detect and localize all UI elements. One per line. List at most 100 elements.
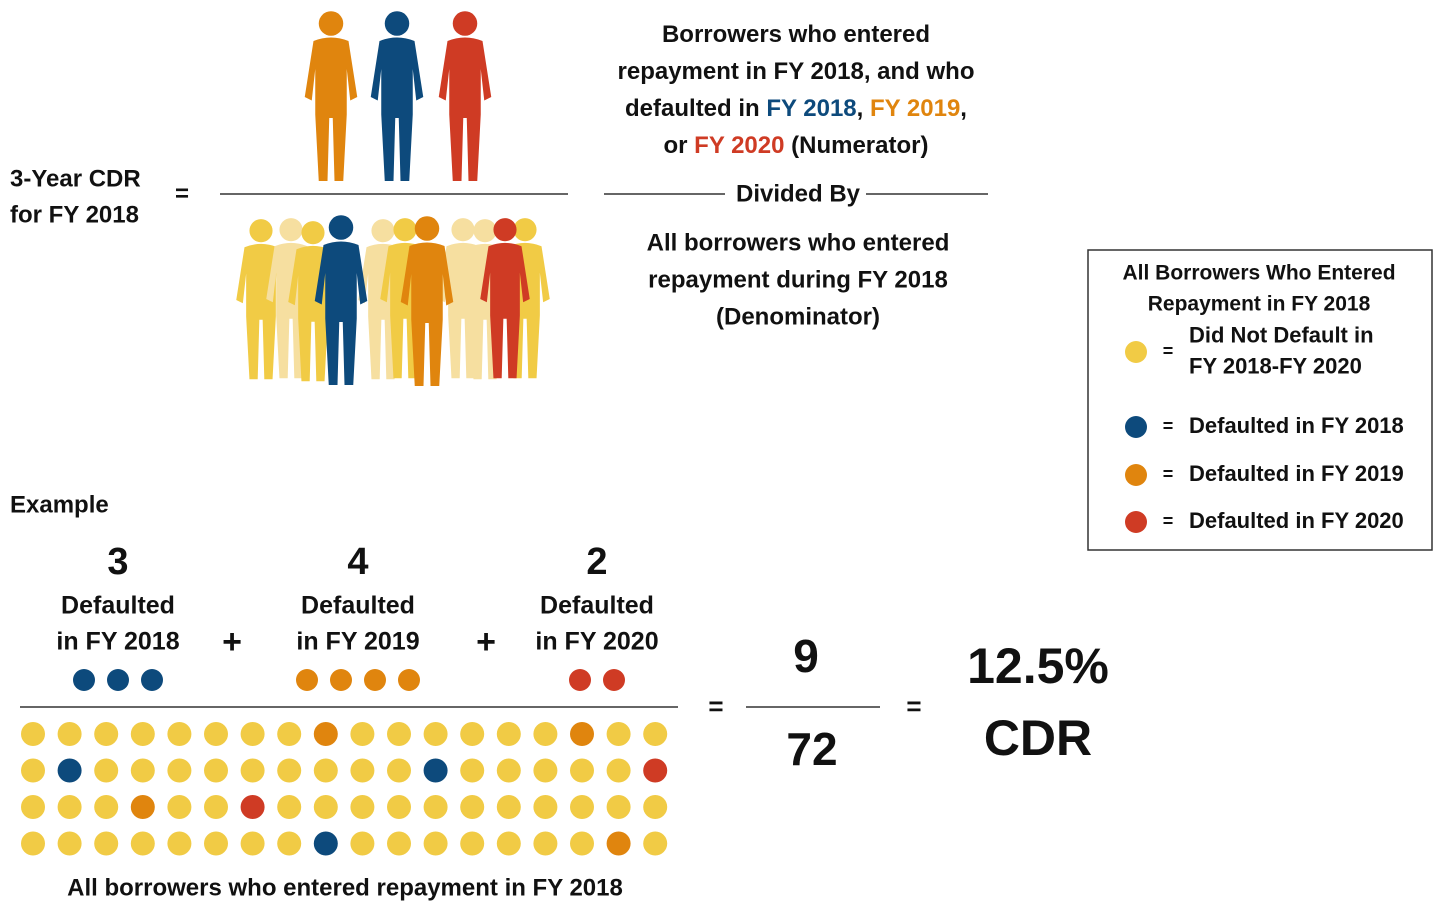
grid-dot [21,722,45,746]
numerator-text: , [857,95,870,122]
grid-dot [460,832,484,856]
grid-dot [424,759,448,783]
grid-dot [241,795,265,819]
grid-dot [533,759,557,783]
grid-dot [643,722,667,746]
cdr-label: for FY 2018 [10,201,139,228]
grid-dot [533,722,557,746]
legend-dot [1125,464,1147,486]
grid-dot [643,759,667,783]
crowd [236,215,550,386]
equals: = [906,691,921,721]
numerator-text: FY 2019 [870,95,960,122]
grid-dot [643,832,667,856]
grid-dot [58,832,82,856]
grid-dot [58,759,82,783]
numerator-text: FY 2020 [694,132,784,159]
grid-dot [314,795,338,819]
grid-dot [497,832,521,856]
numerator-line: defaulted in FY 2018, FY 2019, [625,95,967,122]
grid-dot [131,832,155,856]
grid-dot [21,759,45,783]
grid-dot [21,832,45,856]
grid-dot [94,759,118,783]
fraction-denominator: 72 [786,723,837,775]
grid-dot [131,795,155,819]
legend-equals: = [1163,416,1174,436]
grid-dot [204,795,228,819]
grid-dot [204,759,228,783]
figure [305,11,358,181]
legend-title: Repayment in FY 2018 [1148,293,1371,316]
numerator-text: (Numerator) [784,132,928,159]
legend-label: Did Not Default in [1189,322,1374,347]
grid-dot [314,722,338,746]
legend-equals: = [1163,464,1174,484]
numerator-text: repayment in FY 2018, and who [618,58,975,85]
grid-dot [533,795,557,819]
grid-dot [94,722,118,746]
top-figures [305,11,492,181]
grid-dot [241,722,265,746]
grid-dot [277,832,301,856]
grid-dot [460,759,484,783]
grid-dot [350,795,374,819]
grid-dot [350,722,374,746]
group-label: Defaulted [301,592,415,620]
grid-dot [167,795,191,819]
grid-dot [277,795,301,819]
grid-dot [460,722,484,746]
grid-dot [277,759,301,783]
grid-dot [350,759,374,783]
grid-dot [204,722,228,746]
grid-dot [607,795,631,819]
grid-dot [570,759,594,783]
equals: = [708,691,723,721]
grid-dot [94,832,118,856]
result: 12.5% [967,638,1109,694]
group-dot [296,669,318,691]
grid-dot [387,795,411,819]
grid-dot [167,832,191,856]
group-dot [603,669,625,691]
group-label: in FY 2018 [56,628,179,656]
grid-dot [424,795,448,819]
grid-dot [607,722,631,746]
group-label: Defaulted [61,592,175,620]
numerator-line: Borrowers who entered [662,21,930,48]
grid-dot [167,722,191,746]
plus: + [476,623,496,661]
grid-dot [387,759,411,783]
denominator-line: (Denominator) [716,303,880,330]
legend-dot [1125,416,1147,438]
grid-dot [570,832,594,856]
grid-dot [94,795,118,819]
grid-dot [533,832,557,856]
equals: = [175,180,189,207]
numerator-text: FY 2018 [766,95,856,122]
grid-dot [497,722,521,746]
group-dot [73,669,95,691]
group-dot [364,669,386,691]
group-count: 4 [347,541,368,583]
grid-caption: All borrowers who entered repayment in F… [67,874,623,901]
numerator-text: , [960,95,967,122]
grid-dot [167,759,191,783]
plus: + [222,623,242,661]
example-title: Example [10,491,109,518]
grid-dot [58,722,82,746]
grid-dot [314,759,338,783]
legend-dot [1125,511,1147,533]
grid-dot [387,722,411,746]
grid-dot [204,832,228,856]
legend-title: All Borrowers Who Entered [1122,262,1395,285]
divided-by: Divided By [736,180,861,207]
legend-equals: = [1163,511,1174,531]
page: 3-Year CDRfor FY 2018=Borrowers who ente… [0,0,1436,904]
result: CDR [984,710,1092,766]
group-count: 2 [586,541,607,583]
grid-dot [241,832,265,856]
legend-dot [1125,341,1147,363]
infographic: 3-Year CDRfor FY 2018=Borrowers who ente… [0,0,1436,904]
numerator-text: Borrowers who entered [662,21,930,48]
